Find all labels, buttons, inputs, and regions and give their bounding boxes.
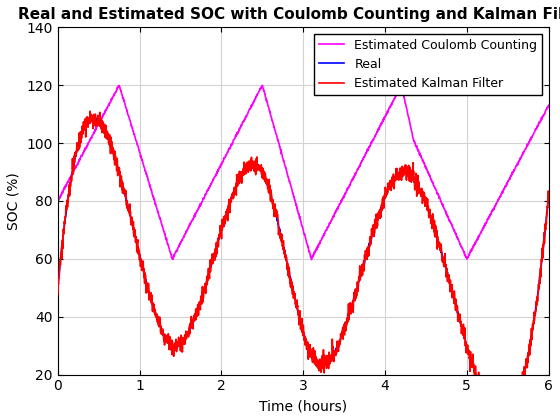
Real [54, 284, 61, 289]
Estimated Kalman Filter [293, 305, 300, 310]
Title: Real and Estimated SOC with Coulomb Counting and Kalman Filter: Real and Estimated SOC with Coulomb Coun… [18, 7, 560, 22]
Estimated Kalman Filter [531, 312, 538, 317]
Real [281, 246, 287, 251]
Estimated Coulomb Counting [80, 152, 86, 157]
Y-axis label: SOC (%): SOC (%) [7, 172, 21, 230]
X-axis label: Time (hours): Time (hours) [259, 399, 347, 413]
Estimated Kalman Filter [531, 310, 538, 315]
Line: Real: Real [58, 116, 549, 419]
Estimated Coulomb Counting [280, 158, 287, 163]
Line: Estimated Kalman Filter: Estimated Kalman Filter [58, 111, 549, 420]
Real [498, 417, 505, 420]
Estimated Kalman Filter [87, 109, 94, 114]
Estimated Coulomb Counting [441, 207, 448, 213]
Estimated Coulomb Counting [398, 83, 405, 88]
Estimated Kalman Filter [80, 127, 86, 132]
Real [545, 194, 552, 199]
Real [80, 129, 86, 134]
Estimated Coulomb Counting [308, 257, 315, 262]
Estimated Coulomb Counting [531, 129, 538, 134]
Estimated Coulomb Counting [54, 198, 61, 203]
Estimated Coulomb Counting [545, 103, 552, 108]
Legend: Estimated Coulomb Counting, Real, Estimated Kalman Filter: Estimated Coulomb Counting, Real, Estima… [314, 34, 543, 95]
Line: Estimated Coulomb Counting: Estimated Coulomb Counting [58, 85, 549, 260]
Real [90, 114, 96, 119]
Real [531, 312, 538, 318]
Estimated Coulomb Counting [531, 129, 538, 134]
Estimated Kalman Filter [281, 240, 287, 245]
Estimated Coulomb Counting [293, 203, 300, 208]
Real [293, 303, 300, 308]
Real [531, 313, 538, 318]
Estimated Kalman Filter [545, 196, 552, 201]
Estimated Kalman Filter [54, 292, 61, 297]
Estimated Kalman Filter [441, 263, 448, 268]
Real [441, 260, 448, 265]
